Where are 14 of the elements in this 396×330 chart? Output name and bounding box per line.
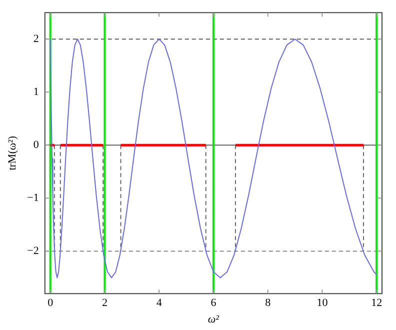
y-tick-label: 0	[33, 139, 40, 152]
x-tick-label: 10	[316, 297, 328, 310]
x-tick-label: 2	[102, 297, 108, 310]
x-tick-label: 6	[210, 297, 217, 310]
x-tick-label: 0	[48, 297, 54, 310]
y-axis-title: trM(ω²)	[6, 136, 18, 170]
y-tick-label: 2	[33, 33, 39, 45]
y-tick-label: −1	[27, 192, 39, 204]
x-axis-title: ω²	[208, 313, 220, 326]
y-tick-label: 1	[33, 86, 39, 98]
x-tick-label: 4	[156, 297, 162, 310]
x-tick-label: 12	[371, 297, 382, 310]
x-tick-label: 8	[265, 297, 272, 310]
y-tick-label: −2	[27, 245, 39, 258]
